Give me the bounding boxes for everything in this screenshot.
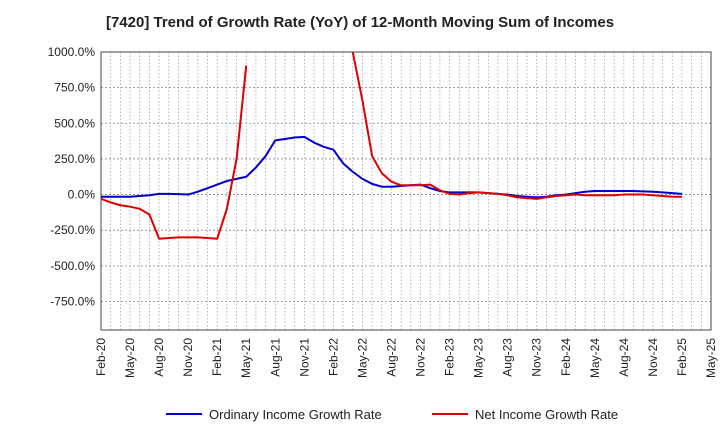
x-tick-label: Aug-23 [501, 338, 515, 377]
plot-frame [100, 51, 712, 331]
x-tick-label: May-22 [355, 338, 369, 378]
x-tick-label: Nov-24 [646, 338, 660, 377]
y-tick-label: 0.0% [68, 188, 96, 202]
x-tick-label: Feb-25 [675, 338, 689, 376]
x-tick-label: May-24 [588, 338, 602, 378]
legend-label: Net Income Growth Rate [475, 407, 618, 422]
series-line-net-income [101, 52, 682, 240]
x-tick-label: May-25 [704, 338, 718, 378]
x-tick-label: Feb-23 [443, 338, 457, 376]
y-axis: 1000.0% 750.0% 500.0% 250.0% 0.0% -250.0% -500… [48, 45, 96, 308]
x-tick-label: Aug-24 [617, 338, 631, 377]
x-tick-label: Aug-20 [152, 338, 166, 377]
grid-layer [101, 51, 711, 330]
legend-label: Ordinary Income Growth Rate [209, 407, 382, 422]
x-tick-label: Feb-20 [94, 338, 108, 376]
y-tick-label: 500.0% [54, 116, 95, 130]
series-line-ordinary-income [101, 135, 683, 199]
y-tick-label: -750.0% [50, 294, 95, 308]
x-tick-label: Feb-22 [326, 338, 340, 376]
x-tick-label: Feb-24 [559, 338, 573, 376]
x-axis: Feb-20 May-20 Aug-20 Nov-20 Feb-21 May-21 Aug-… [94, 338, 718, 378]
x-tick-label: Nov-20 [181, 338, 195, 377]
y-tick-label: 750.0% [54, 81, 95, 95]
y-tick-label: 250.0% [54, 152, 95, 166]
x-tick-label: May-23 [472, 338, 486, 378]
x-tick-label: Nov-22 [414, 338, 428, 377]
x-tick-label: Aug-22 [384, 338, 398, 377]
chart-title: [7420] Trend of Growth Rate (YoY) of 12-… [105, 14, 615, 31]
x-tick-label: Nov-23 [530, 338, 544, 377]
x-tick-label: May-21 [239, 338, 253, 378]
y-tick-label: -250.0% [50, 223, 95, 237]
legend: Ordinary Income Growth Rate Net Income Gr… [166, 407, 618, 422]
x-tick-label: Feb-21 [210, 338, 224, 376]
series-layer [101, 52, 683, 240]
y-tick-label: 1000.0% [48, 45, 96, 59]
y-tick-label: -500.0% [50, 259, 95, 273]
x-tick-label: Aug-21 [268, 338, 282, 377]
x-tick-label: May-20 [123, 338, 137, 378]
x-tick-label: Nov-21 [297, 338, 311, 377]
